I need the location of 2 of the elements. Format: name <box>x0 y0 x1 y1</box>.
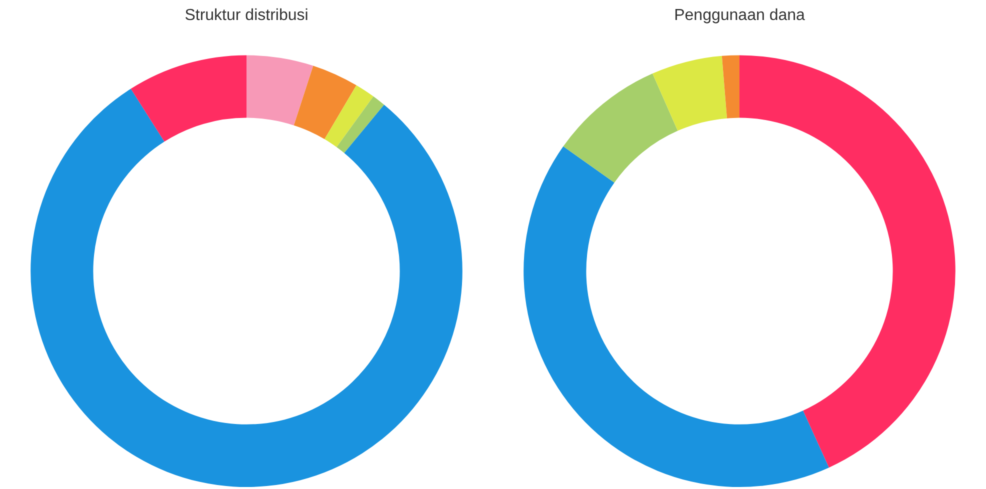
chart-title: Struktur distribusi <box>184 7 308 24</box>
chart-title: Penggunaan dana <box>674 7 805 24</box>
